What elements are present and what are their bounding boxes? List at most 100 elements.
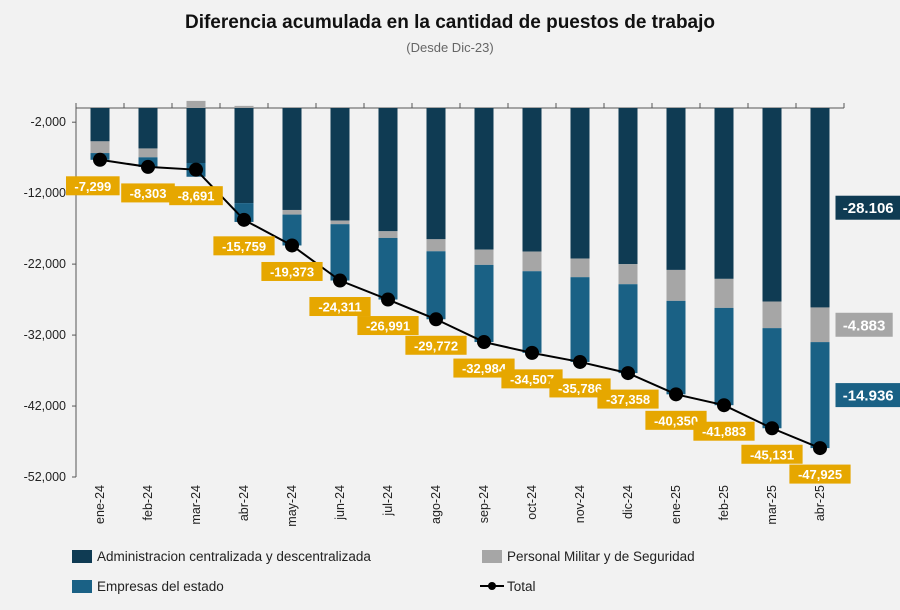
x-tick-label: feb-25 [717,485,731,520]
chart-subtitle: (Desde Dic-23) [406,40,493,55]
bar-mar-24-series-1 [186,100,206,108]
legend-label-admin: Administracion centralizada y descentral… [97,549,371,564]
bar-jul-24-series-1 [378,231,398,238]
total-label: -26,991 [366,319,410,334]
bar-ene-24-series-0 [90,108,110,142]
bar-mar-25-series-1 [762,301,782,329]
total-label: -19,373 [270,264,314,279]
bar-ene-25-series-0 [666,108,686,270]
total-label: -41,883 [702,424,746,439]
bar-feb-24-series-0 [138,108,158,149]
total-label-box [405,335,467,355]
end-label-series-0: -28.106 [843,200,894,217]
bar-jul-24-series-2 [378,237,398,300]
x-tick-label: mar-25 [765,485,779,525]
y-tick-label: -52,000 [24,470,66,484]
bar-may-24-series-1 [282,209,302,215]
total-label: -34,507 [510,372,554,387]
x-tick-label: dic-24 [621,485,635,519]
total-point [141,159,155,174]
legend-marker-total [488,582,496,590]
total-point [813,441,827,456]
x-tick-label: oct-24 [525,485,539,520]
bar-abr-25-series-1 [810,307,830,343]
bar-ago-24-series-1 [426,239,446,252]
legend-label-total: Total [507,579,536,594]
bar-jul-24-series-0 [378,108,398,232]
total-point [477,335,491,350]
legend-swatch-empresas [72,580,92,593]
bar-sep-24-series-0 [474,108,494,250]
total-point [93,152,107,167]
end-label-box-series-0 [835,195,900,220]
total-label-box [261,261,323,281]
total-point [765,421,779,436]
total-label-box [597,389,659,409]
x-tick-label: jun-24 [333,485,347,521]
total-label-box [741,444,803,464]
total-point [333,273,347,288]
total-label: -40,350 [654,413,698,428]
total-label-box [501,369,563,389]
x-tick-label: abr-24 [237,485,251,521]
total-label-box [549,378,611,398]
total-label: -35,786 [558,381,602,396]
total-point [525,345,539,360]
total-label-box [789,464,851,484]
total-label-box [169,186,223,206]
total-label: -24,311 [318,300,361,315]
total-label: -15,759 [222,239,266,254]
total-label: -7,299 [74,179,111,194]
x-tick-label: jul-24 [381,485,395,517]
bar-ene-24-series-1 [90,141,110,154]
legend-label-empresas: Empresas del estado [97,579,224,594]
end-label-box-series-2 [835,383,900,408]
total-label-box [453,358,515,378]
total-point [381,292,395,307]
bar-ago-24-series-2 [426,251,446,320]
bar-mar-24-series-0 [186,108,206,163]
total-label: -32,984 [462,361,507,376]
chart-title: Diferencia acumulada en la cantidad de p… [185,12,715,33]
x-tick-label: ene-25 [669,485,683,524]
bar-jun-24-series-1 [330,220,350,225]
total-label: -8,691 [178,189,215,204]
total-label: -45,131 [750,447,794,462]
total-label: -29,772 [414,338,458,353]
total-point [621,366,635,381]
bar-nov-24-series-0 [570,108,590,259]
bar-nov-24-series-1 [570,258,590,278]
total-point [669,387,683,402]
bar-nov-24-series-2 [570,277,590,362]
total-point [285,238,299,253]
total-label-box [66,176,120,196]
total-point [717,398,731,413]
total-point [189,162,203,177]
total-label: -47,925 [798,467,842,482]
y-tick-label: -42,000 [24,399,66,413]
total-point [429,312,443,327]
y-tick-label: -12,000 [24,186,66,200]
bar-ago-24-series-0 [426,108,446,240]
bar-may-24-series-2 [282,214,302,246]
total-label-box [309,297,371,317]
y-tick-label: -32,000 [24,328,66,342]
bar-ene-25-series-1 [666,269,686,301]
bar-dic-24-series-0 [618,108,638,265]
legend-label-militar: Personal Militar y de Seguridad [507,549,695,564]
bar-feb-24-series-1 [138,148,158,158]
total-label-box [213,236,275,256]
total-label: -8,303 [130,186,167,201]
bar-abr-25-series-2 [810,342,830,449]
bar-dic-24-series-1 [618,264,638,285]
bar-jun-24-series-0 [330,108,350,221]
x-tick-label: feb-24 [141,485,155,520]
bar-sep-24-series-1 [474,249,494,265]
bar-mar-25-series-0 [762,108,782,302]
x-tick-label: mar-24 [189,485,203,525]
end-label-series-2: -14.936 [843,388,894,405]
x-tick-label: sep-24 [477,485,491,523]
total-label-box [693,421,755,441]
end-label-box-series-1 [835,312,893,337]
bar-abr-24-series-0 [234,108,254,204]
